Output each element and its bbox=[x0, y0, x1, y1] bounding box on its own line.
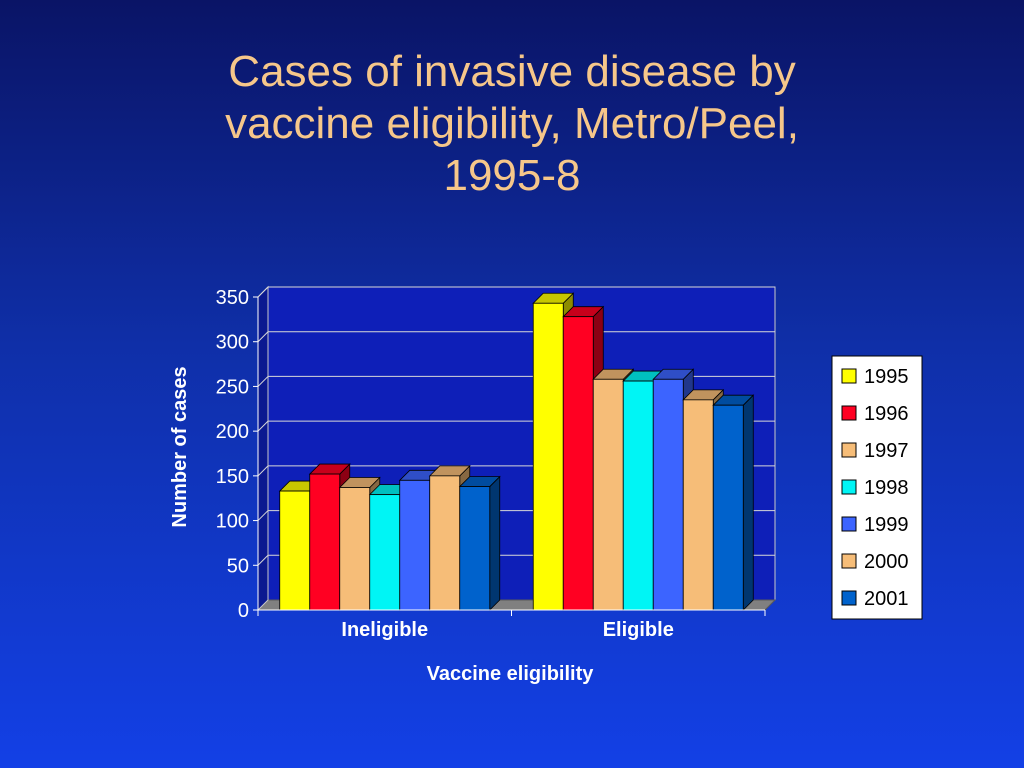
y-tick-label: 0 bbox=[238, 600, 249, 622]
bar-front bbox=[369, 494, 401, 611]
axes-group: 0 50 100 150 200 250 300 350 Ineligible Eligible V… bbox=[169, 287, 766, 685]
legend-label: 1998 bbox=[864, 477, 909, 499]
y-tick-label: 250 bbox=[216, 376, 249, 398]
gridline-side bbox=[257, 331, 269, 343]
gridline-side bbox=[257, 510, 269, 521]
gridline-side bbox=[257, 420, 269, 432]
bar-front bbox=[279, 490, 311, 611]
bar-front bbox=[682, 399, 714, 611]
slide-title-line-1: Cases of invasive disease by bbox=[228, 47, 796, 96]
y-axis-title: Number of cases bbox=[169, 366, 191, 527]
y-tick-label: 150 bbox=[216, 466, 249, 488]
y-tick-label: 300 bbox=[216, 332, 249, 354]
bar-front bbox=[459, 486, 491, 611]
x-axis-title: Vaccine eligibility bbox=[427, 663, 595, 685]
gridline-side bbox=[257, 465, 269, 477]
legend-label: 2000 bbox=[864, 551, 909, 573]
bar-side bbox=[489, 475, 501, 611]
legend-swatch bbox=[841, 553, 857, 569]
legend-label: 1995 bbox=[864, 366, 909, 388]
gridline-side bbox=[257, 554, 269, 566]
bar-front bbox=[429, 475, 461, 611]
y-tick-label: 350 bbox=[216, 287, 249, 309]
y-tick-label: 100 bbox=[216, 511, 249, 533]
bar-front bbox=[562, 316, 594, 611]
gridline-side bbox=[257, 376, 269, 387]
legend-label: 2001 bbox=[864, 588, 909, 610]
bar-side bbox=[742, 394, 754, 611]
bar-front bbox=[712, 404, 744, 611]
legend-swatch bbox=[841, 479, 857, 495]
y-tick-label: 200 bbox=[216, 421, 249, 443]
slide-title-line-2: vaccine eligibility, Metro/Peel, bbox=[225, 99, 799, 148]
gridline-side bbox=[257, 286, 269, 298]
legend-swatch bbox=[841, 405, 857, 421]
legend-swatch bbox=[841, 590, 857, 606]
bar-front bbox=[592, 378, 624, 611]
bar-front bbox=[652, 378, 684, 611]
bar-front bbox=[339, 487, 371, 611]
legend: 1995 1996 1997 1998 1999 2000 2001 bbox=[831, 355, 923, 620]
bar bbox=[458, 475, 501, 611]
bar-front bbox=[532, 302, 564, 611]
bar-front bbox=[622, 380, 654, 611]
legend-swatch bbox=[841, 368, 857, 384]
legend-label: 1996 bbox=[864, 403, 909, 425]
bar-front bbox=[309, 473, 341, 611]
x-category-label: Ineligible bbox=[341, 619, 428, 641]
slide-title-line-3: 1995-8 bbox=[443, 151, 581, 200]
x-category-label: Eligible bbox=[603, 619, 674, 641]
bar-front bbox=[399, 479, 431, 611]
legend-swatch bbox=[841, 442, 857, 458]
legend-swatch bbox=[841, 516, 857, 532]
y-tick-label: 50 bbox=[227, 555, 249, 577]
legend-label: 1999 bbox=[864, 514, 909, 536]
legend-label: 1997 bbox=[864, 440, 909, 462]
plot-side-wall bbox=[257, 285, 269, 612]
bar bbox=[712, 394, 755, 611]
slide-title: Cases of invasive disease by vaccine eli… bbox=[0, 46, 1024, 202]
